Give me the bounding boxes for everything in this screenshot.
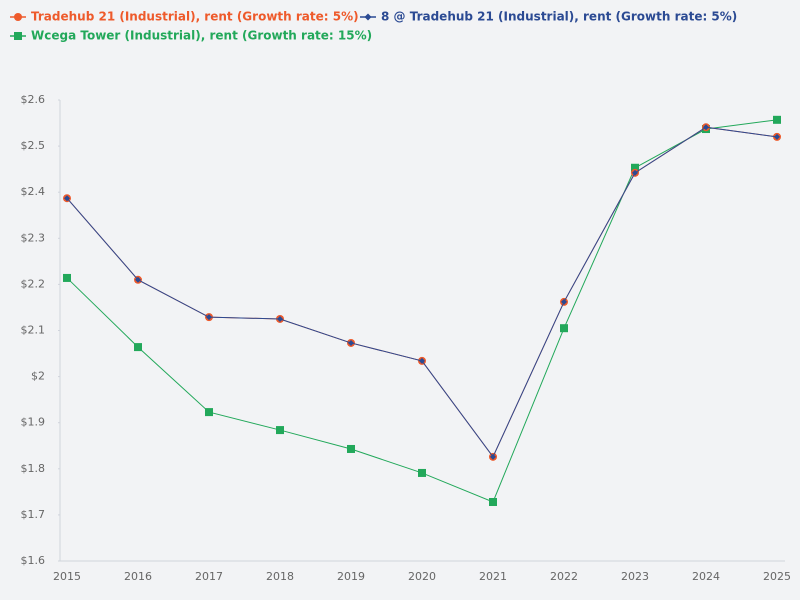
y-tick-label: $2.2 [21, 277, 46, 290]
x-tick-label: 2016 [124, 570, 152, 583]
data-point [490, 453, 496, 460]
data-point [206, 314, 212, 321]
y-tick-label: $2.5 [21, 139, 46, 152]
data-point [134, 343, 142, 352]
x-tick-label: 2021 [479, 570, 507, 583]
data-point [489, 497, 497, 506]
data-point [774, 133, 780, 140]
y-tick-label: $2 [31, 370, 45, 383]
x-tick-label: 2015 [53, 570, 81, 583]
data-point [560, 324, 568, 333]
legend-label: 8 @ Tradehub 21 (Industrial), rent (Grow… [381, 10, 737, 24]
legend-label: Tradehub 21 (Industrial), rent (Growth r… [31, 10, 359, 24]
data-point [63, 273, 71, 282]
x-tick-label: 2019 [337, 570, 365, 583]
data-point [348, 339, 354, 346]
y-tick-label: $2.1 [21, 324, 46, 337]
data-point [135, 276, 141, 283]
data-point [418, 468, 426, 477]
y-tick-label: $1.8 [21, 462, 46, 475]
data-point [419, 357, 425, 364]
series-line [66, 126, 778, 458]
series-line [66, 126, 778, 458]
data-point [276, 426, 284, 435]
legend-label: Wcega Tower (Industrial), rent (Growth r… [31, 29, 372, 43]
data-point [64, 195, 70, 202]
data-point [703, 124, 709, 131]
data-point [561, 298, 567, 305]
data-point [205, 408, 213, 417]
legend-marker [14, 13, 22, 21]
data-point [773, 115, 781, 124]
series-line [66, 119, 778, 503]
y-tick-label: $2.6 [21, 93, 46, 106]
x-tick-label: 2022 [550, 570, 578, 583]
x-tick-label: 2024 [692, 570, 720, 583]
y-tick-label: $2.4 [21, 185, 46, 198]
y-tick-label: $1.9 [21, 416, 46, 429]
y-tick-label: $1.7 [21, 508, 46, 521]
data-point [632, 169, 638, 176]
x-tick-label: 2025 [763, 570, 791, 583]
x-tick-label: 2023 [621, 570, 649, 583]
x-tick-label: 2018 [266, 570, 294, 583]
legend-marker [364, 13, 372, 21]
data-point [347, 444, 355, 453]
x-tick-label: 2020 [408, 570, 436, 583]
y-tick-label: $1.6 [21, 554, 46, 567]
data-point [631, 163, 639, 172]
legend-marker [14, 32, 22, 40]
x-tick-label: 2017 [195, 570, 223, 583]
data-point [277, 315, 283, 322]
y-tick-label: $2.3 [21, 231, 46, 244]
